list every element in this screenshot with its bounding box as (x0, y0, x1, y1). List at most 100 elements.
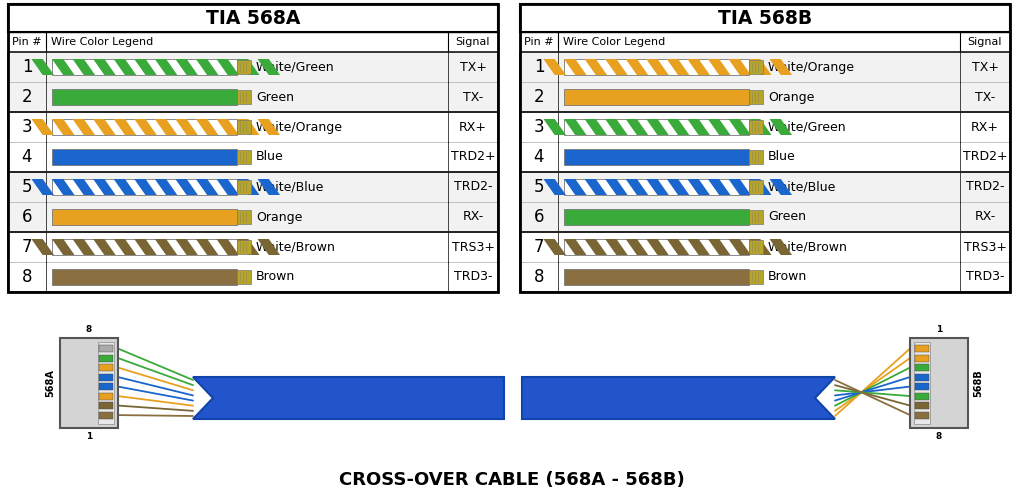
Bar (52, 89, 237, 105)
Bar (8, 232, 498, 292)
Text: TIA 568A: TIA 568A (206, 8, 300, 27)
Bar (99, 345, 113, 352)
Polygon shape (237, 179, 259, 195)
Bar (749, 90, 763, 104)
Polygon shape (134, 239, 157, 255)
Bar (52, 149, 237, 165)
Bar (520, 142, 1010, 172)
Bar (915, 373, 929, 381)
Text: 3: 3 (534, 118, 545, 136)
Polygon shape (258, 179, 280, 195)
Bar (8, 112, 498, 172)
Bar (8, 172, 498, 202)
Polygon shape (646, 59, 669, 75)
Polygon shape (175, 119, 198, 135)
Bar (564, 239, 749, 255)
Text: Signal: Signal (968, 37, 1002, 47)
Bar (520, 4, 1010, 32)
Bar (915, 402, 929, 409)
Text: 2: 2 (22, 88, 33, 106)
Polygon shape (134, 119, 157, 135)
Bar (237, 180, 251, 194)
Polygon shape (134, 59, 157, 75)
Bar (520, 82, 1010, 112)
Polygon shape (114, 179, 136, 195)
Text: Brown: Brown (768, 270, 807, 283)
Text: 1: 1 (534, 58, 545, 76)
Bar (8, 232, 498, 262)
Text: Green: Green (768, 211, 806, 224)
Bar (520, 202, 1010, 232)
Bar (8, 112, 498, 142)
Bar (520, 32, 1010, 52)
Bar (520, 112, 1010, 142)
Polygon shape (175, 59, 198, 75)
Text: CAT5e CABLE: CAT5e CABLE (622, 391, 735, 406)
Text: 4: 4 (22, 148, 32, 166)
Text: White/Green: White/Green (256, 60, 335, 73)
Polygon shape (175, 179, 198, 195)
Bar (237, 90, 251, 104)
Polygon shape (687, 59, 710, 75)
Text: 4: 4 (534, 148, 544, 166)
Bar (52, 209, 237, 225)
Bar (98, 342, 114, 424)
Polygon shape (687, 179, 710, 195)
Bar (8, 202, 498, 232)
Polygon shape (258, 59, 280, 75)
Text: TRD3-: TRD3- (454, 270, 493, 283)
Bar (8, 52, 498, 82)
Polygon shape (708, 119, 730, 135)
Text: RX+: RX+ (459, 120, 487, 134)
Text: 5: 5 (534, 178, 544, 196)
Bar (564, 119, 749, 135)
Polygon shape (93, 119, 116, 135)
Text: Green: Green (256, 90, 294, 103)
Polygon shape (216, 179, 239, 195)
Polygon shape (646, 239, 669, 255)
Polygon shape (585, 119, 607, 135)
Bar (8, 172, 498, 232)
Bar (8, 262, 498, 292)
Text: White/Brown: White/Brown (768, 241, 848, 253)
Polygon shape (155, 119, 177, 135)
Bar (60, 338, 118, 428)
Polygon shape (646, 179, 669, 195)
Bar (52, 119, 237, 135)
Text: 6: 6 (22, 208, 32, 226)
Bar (915, 345, 929, 352)
Polygon shape (73, 59, 95, 75)
Text: 7: 7 (534, 238, 544, 256)
Bar (749, 240, 763, 254)
Text: TIA 568B: TIA 568B (718, 8, 812, 27)
Text: TRD2+: TRD2+ (963, 151, 1008, 164)
Bar (52, 59, 237, 75)
Polygon shape (258, 239, 280, 255)
Text: CROSS-OVER CABLE (568A - 568B): CROSS-OVER CABLE (568A - 568B) (339, 471, 685, 489)
Text: Orange: Orange (256, 211, 302, 224)
Text: Orange: Orange (768, 90, 814, 103)
Bar (749, 150, 763, 164)
Text: Signal: Signal (456, 37, 490, 47)
Bar (915, 364, 929, 371)
Bar (520, 112, 1010, 172)
Polygon shape (728, 59, 751, 75)
Polygon shape (175, 239, 198, 255)
Polygon shape (626, 239, 648, 255)
Polygon shape (605, 239, 628, 255)
Bar (237, 120, 251, 134)
Bar (749, 60, 763, 74)
Bar (8, 4, 498, 32)
Bar (520, 4, 1010, 292)
Bar (99, 383, 113, 390)
Bar (237, 210, 251, 224)
Text: TRD2+: TRD2+ (451, 151, 496, 164)
Polygon shape (667, 119, 689, 135)
Bar (237, 270, 251, 284)
Bar (564, 149, 749, 165)
Polygon shape (749, 179, 771, 195)
Bar (8, 32, 498, 52)
Text: White/Blue: White/Blue (768, 181, 837, 194)
Text: TX+: TX+ (460, 60, 486, 73)
Polygon shape (770, 239, 792, 255)
